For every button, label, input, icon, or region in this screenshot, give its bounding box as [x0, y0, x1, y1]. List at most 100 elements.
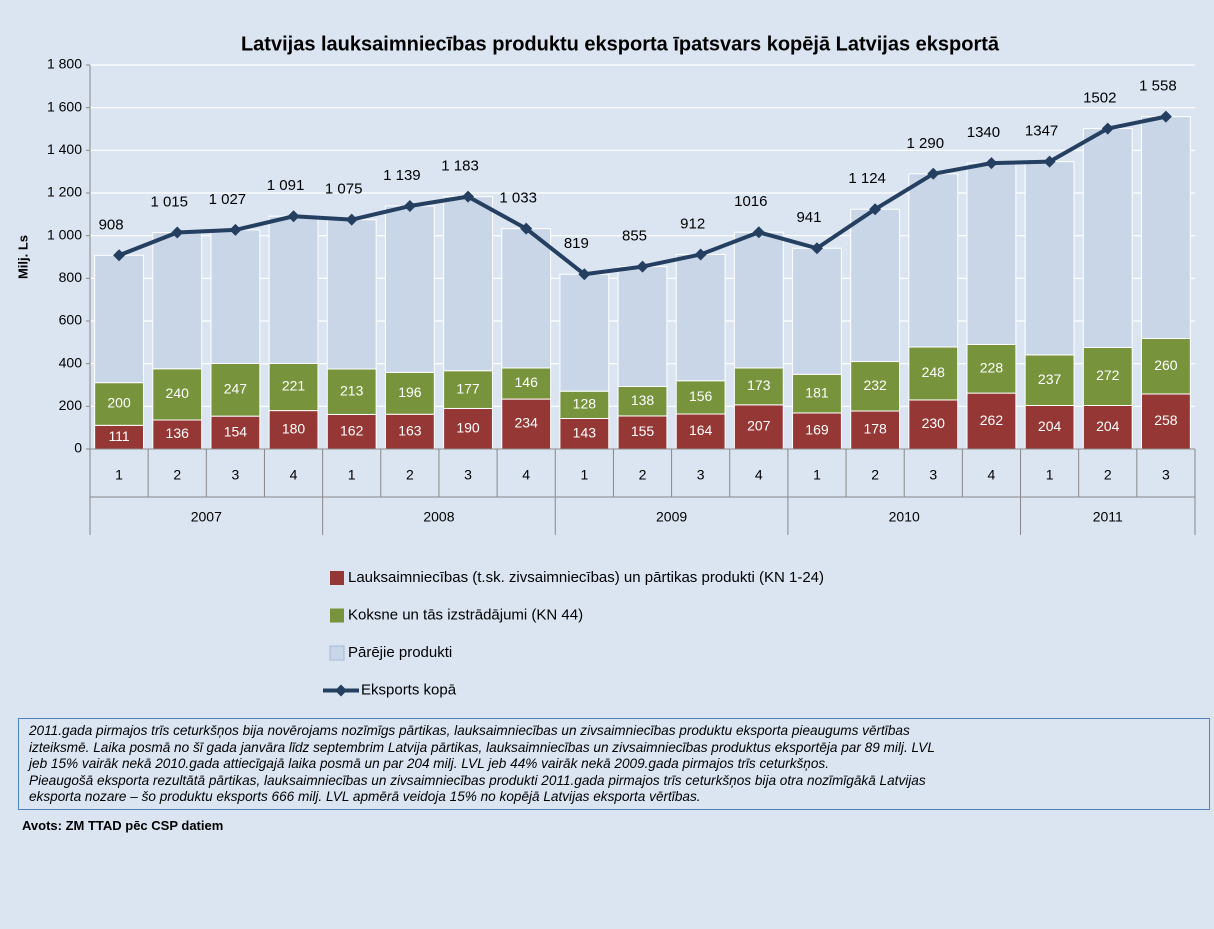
x-tick-label: 1	[813, 467, 821, 483]
bar-segment	[908, 173, 959, 348]
bar-segment	[1140, 116, 1191, 339]
data-label: 173	[747, 377, 771, 393]
x-tick-label: 4	[522, 467, 530, 483]
data-label: 1 091	[267, 177, 305, 194]
x-tick-label: 2	[871, 467, 879, 483]
bar-segment	[850, 410, 901, 450]
bar-segment	[559, 390, 610, 419]
note-line: izteiksmē. Laika posmā no šī gada janvār…	[29, 739, 935, 755]
x-tick-label: 1	[115, 467, 123, 483]
line-marker	[1159, 110, 1172, 123]
y-tick-label: 1 600	[47, 98, 82, 114]
data-label: 204	[1038, 418, 1062, 434]
bar-segment	[675, 380, 726, 415]
data-label: 237	[1038, 371, 1062, 387]
data-label: 1340	[967, 124, 1000, 141]
legend-swatch	[330, 571, 344, 585]
data-label: 1 290	[907, 135, 945, 152]
bar-segment	[617, 266, 668, 387]
line-marker	[229, 223, 242, 236]
data-label: 164	[689, 422, 713, 438]
y-tick-label: 1 400	[47, 141, 82, 157]
data-label: 146	[515, 374, 539, 390]
data-label: 1502	[1083, 90, 1116, 107]
bar-segment	[443, 370, 493, 409]
data-label: 908	[99, 216, 124, 233]
x-tick-label: 3	[464, 467, 472, 483]
data-label: 819	[564, 235, 589, 252]
bar-segment	[675, 253, 726, 382]
x-tick-label: 2	[173, 467, 181, 483]
y-tick-label: 1 000	[47, 226, 82, 242]
data-label: 272	[1096, 367, 1120, 383]
bar-segment	[152, 231, 203, 370]
bar-segment	[94, 254, 145, 384]
data-label: 1 139	[383, 167, 421, 184]
data-label: 1 015	[150, 193, 188, 210]
bar-segment	[268, 215, 319, 364]
line-marker	[927, 167, 940, 180]
bar-segment	[1140, 393, 1191, 450]
data-label: 1 124	[848, 170, 886, 187]
line-marker	[578, 268, 591, 281]
data-label: 1 558	[1139, 78, 1177, 95]
data-label: 155	[631, 423, 655, 439]
data-label: 136	[166, 425, 190, 441]
bar-segment	[94, 382, 145, 426]
data-label: 855	[622, 228, 647, 245]
data-label: 111	[108, 428, 129, 444]
note-line: jeb 15% vairāk nekā 2010.gada attiecīgaj…	[29, 756, 829, 771]
x-tick-label: 2	[406, 467, 414, 483]
data-label: 1 075	[325, 181, 363, 198]
y-tick-label: 600	[59, 312, 83, 328]
line-marker	[694, 248, 707, 261]
legend-label: Pārējie produkti	[348, 644, 452, 661]
data-label: 1016	[734, 193, 767, 210]
bar-segment	[733, 367, 784, 406]
bar-segment	[733, 404, 784, 450]
legend-label: Koksne un tās izstrādājumi (KN 44)	[348, 606, 583, 623]
data-label: 143	[573, 424, 597, 440]
x-tick-label: 2	[1104, 467, 1112, 483]
line-marker	[985, 157, 998, 170]
y-tick-label: 800	[59, 269, 83, 285]
bar-segment	[675, 413, 726, 450]
bar-segment	[268, 362, 319, 412]
x-tick-label: 3	[231, 467, 239, 483]
bar-segment	[326, 368, 377, 415]
data-label: 213	[340, 382, 364, 398]
bar-segment	[501, 228, 552, 369]
bar-segment	[501, 367, 552, 400]
x-tick-label: 4	[290, 467, 298, 483]
x-group-label: 2011	[1093, 509, 1123, 525]
data-label: 230	[922, 415, 946, 431]
data-label: 912	[680, 215, 705, 232]
data-label: 234	[515, 415, 539, 431]
line-marker	[1043, 155, 1056, 168]
legend-label: Lauksaimniecības (t.sk. zivsaimniecības)…	[348, 569, 824, 586]
bar-segment	[1140, 337, 1191, 395]
data-label: 228	[980, 359, 1004, 375]
bar-segment	[268, 410, 319, 450]
data-label: 169	[805, 422, 829, 438]
data-label: 232	[863, 377, 887, 393]
line-marker	[171, 226, 184, 239]
chart-title: Latvijas lauksaimniecības produktu ekspo…	[241, 33, 1000, 55]
x-tick-label: 1	[348, 467, 356, 483]
data-label: 190	[456, 419, 480, 435]
y-tick-label: 0	[74, 440, 82, 456]
x-group-label: 2010	[889, 509, 920, 525]
data-label: 1 033	[499, 190, 537, 207]
bar-segment	[210, 362, 261, 417]
bar-segment	[559, 273, 610, 392]
data-label: 181	[805, 384, 829, 400]
data-label: 207	[747, 418, 771, 434]
bar-segment	[152, 368, 203, 421]
data-label: 196	[398, 384, 422, 400]
bar-segment	[1082, 346, 1133, 406]
x-tick-label: 3	[697, 467, 705, 483]
line-marker	[636, 260, 649, 273]
bar-segment	[443, 407, 493, 450]
line-marker	[403, 200, 416, 213]
bar-segment	[210, 415, 261, 450]
